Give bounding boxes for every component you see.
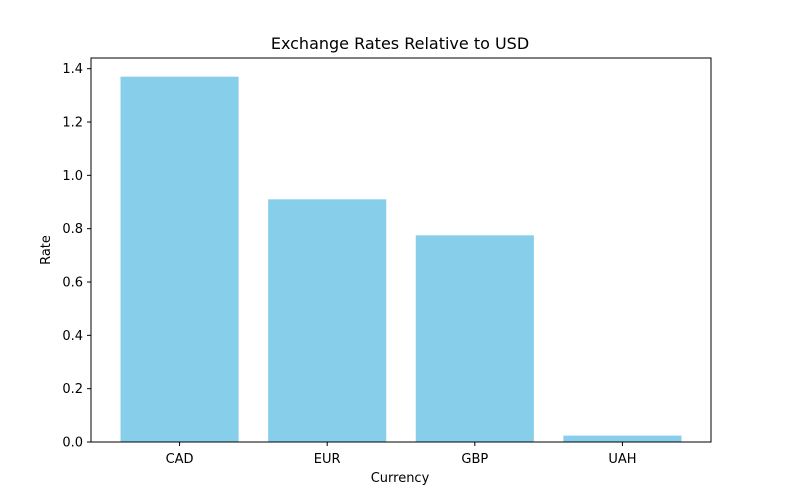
- y-tick-label: 0.4: [62, 329, 83, 344]
- x-tick-label-uah: UAH: [608, 452, 636, 467]
- bar-uah: [563, 435, 682, 442]
- y-axis-label: Rate: [39, 235, 54, 265]
- y-tick-label: 0.2: [62, 382, 83, 397]
- y-tick-label: 0.0: [62, 436, 83, 451]
- bars-group: [120, 76, 682, 443]
- bar-eur: [268, 199, 387, 442]
- y-tick-label: 1.0: [62, 169, 83, 184]
- x-axis: CAD EUR GBP UAH: [166, 442, 637, 467]
- bar-cad: [120, 76, 239, 443]
- bar-gbp: [415, 235, 534, 442]
- x-tick-label-cad: CAD: [166, 452, 194, 467]
- x-tick-label-eur: EUR: [314, 452, 341, 467]
- y-tick-label: 1.2: [62, 116, 83, 131]
- y-tick-label: 1.4: [62, 62, 83, 77]
- y-tick-label: 0.6: [62, 276, 83, 291]
- x-axis-label: Currency: [371, 471, 430, 486]
- x-tick-label-gbp: GBP: [461, 452, 488, 467]
- chart-title: Exchange Rates Relative to USD: [271, 34, 529, 53]
- y-axis: 0.0 0.2 0.4 0.6 0.8 1.0 1.2 1.4: [62, 62, 91, 451]
- y-tick-label: 0.8: [62, 222, 83, 237]
- plot-frame: [90, 57, 712, 443]
